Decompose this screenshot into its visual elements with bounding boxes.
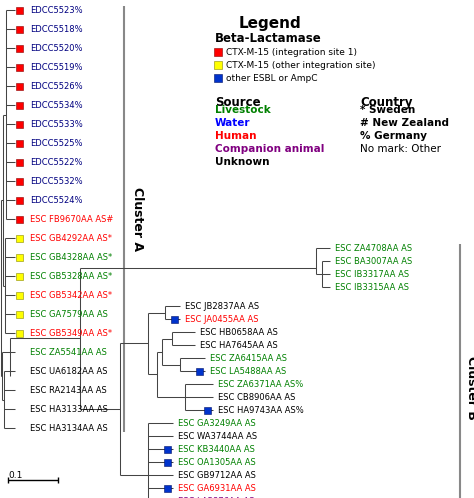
Text: ESC ZA5541AA AS: ESC ZA5541AA AS <box>30 348 107 357</box>
Text: EDCC5525%: EDCC5525% <box>30 138 82 147</box>
Bar <box>204 406 211 413</box>
Bar <box>17 139 24 146</box>
Text: ESC JA0455AA AS: ESC JA0455AA AS <box>185 315 258 324</box>
Text: ESC FB9670AA AS#: ESC FB9670AA AS# <box>30 215 113 224</box>
Text: EDCC5518%: EDCC5518% <box>30 24 82 33</box>
Text: Source: Source <box>215 96 261 109</box>
Text: ESC ZA4708AA AS: ESC ZA4708AA AS <box>335 244 412 252</box>
Text: EDCC5524%: EDCC5524% <box>30 196 82 205</box>
Text: ESC HA9743AA AS%: ESC HA9743AA AS% <box>218 405 304 414</box>
Text: ESC GB5328AA AS*: ESC GB5328AA AS* <box>30 271 112 280</box>
Bar <box>214 61 222 69</box>
Bar <box>17 6 24 13</box>
Text: ESC GB4328AA AS*: ESC GB4328AA AS* <box>30 252 112 261</box>
Bar <box>17 291 24 298</box>
Text: EDCC5519%: EDCC5519% <box>30 63 82 72</box>
Text: EDCC5533%: EDCC5533% <box>30 120 83 128</box>
Text: Beta-Lactamase: Beta-Lactamase <box>215 32 322 45</box>
Text: # New Zealand: # New Zealand <box>360 118 449 128</box>
Text: Human: Human <box>215 131 256 141</box>
Text: ESC LA5488AA AS: ESC LA5488AA AS <box>210 367 286 375</box>
Text: EDCC5520%: EDCC5520% <box>30 43 82 52</box>
Bar <box>17 177 24 184</box>
Bar <box>17 235 24 242</box>
Bar <box>214 48 222 56</box>
Text: No mark: Other: No mark: Other <box>360 144 441 154</box>
Bar <box>17 310 24 318</box>
Text: 0.1: 0.1 <box>8 471 22 480</box>
Text: ESC ZA6371AA AS%: ESC ZA6371AA AS% <box>218 379 303 388</box>
Text: Unknown: Unknown <box>215 157 270 167</box>
Text: ESC LA5876AA AS: ESC LA5876AA AS <box>178 497 255 498</box>
Text: ESC ZA6415AA AS: ESC ZA6415AA AS <box>210 354 287 363</box>
Text: ESC HA3133AA AS: ESC HA3133AA AS <box>30 404 108 413</box>
Text: Livestock: Livestock <box>215 105 271 115</box>
Text: ESC GB5342AA AS*: ESC GB5342AA AS* <box>30 290 112 299</box>
Bar <box>164 446 172 453</box>
Text: Cluster B: Cluster B <box>465 356 474 419</box>
Text: ESC OA1305AA AS: ESC OA1305AA AS <box>178 458 256 467</box>
Text: ESC UA6182AA AS: ESC UA6182AA AS <box>30 367 108 375</box>
Text: ESC IB3317AA AS: ESC IB3317AA AS <box>335 269 409 278</box>
Text: Country: Country <box>360 96 412 109</box>
Bar <box>164 485 172 492</box>
Bar <box>17 121 24 127</box>
Bar <box>17 253 24 260</box>
Text: ESC GB4292AA AS*: ESC GB4292AA AS* <box>30 234 112 243</box>
Text: Water: Water <box>215 118 250 128</box>
Text: % Germany: % Germany <box>360 131 427 141</box>
Bar <box>17 197 24 204</box>
Text: EDCC5532%: EDCC5532% <box>30 176 82 185</box>
Bar <box>172 316 179 323</box>
Bar <box>17 330 24 337</box>
Text: ESC CB8906AA AS: ESC CB8906AA AS <box>218 392 295 401</box>
Bar <box>164 459 172 466</box>
Text: ESC RA2143AA AS: ESC RA2143AA AS <box>30 385 107 394</box>
Text: EDCC5534%: EDCC5534% <box>30 101 82 110</box>
Text: ESC GB9712AA AS: ESC GB9712AA AS <box>178 471 256 480</box>
Text: Cluster A: Cluster A <box>131 187 145 251</box>
Text: ESC HB0658AA AS: ESC HB0658AA AS <box>200 328 278 337</box>
Text: Legend: Legend <box>238 16 301 31</box>
Bar <box>197 368 203 374</box>
Text: ESC JB2837AA AS: ESC JB2837AA AS <box>185 301 259 310</box>
Text: Companion animal: Companion animal <box>215 144 324 154</box>
Text: EDCC5523%: EDCC5523% <box>30 5 82 14</box>
Bar <box>17 25 24 32</box>
Bar <box>17 272 24 279</box>
Text: EDCC5522%: EDCC5522% <box>30 157 82 166</box>
Text: ESC HA3134AA AS: ESC HA3134AA AS <box>30 423 108 432</box>
Text: ESC GA3249AA AS: ESC GA3249AA AS <box>178 418 256 427</box>
Text: * Sweden: * Sweden <box>360 105 415 115</box>
Text: ESC GA7579AA AS: ESC GA7579AA AS <box>30 309 108 319</box>
Text: ESC WA3744AA AS: ESC WA3744AA AS <box>178 431 257 441</box>
Text: other ESBL or AmpC: other ESBL or AmpC <box>226 74 318 83</box>
Text: ESC KB3440AA AS: ESC KB3440AA AS <box>178 445 255 454</box>
Bar <box>17 83 24 90</box>
Text: ESC GA6931AA AS: ESC GA6931AA AS <box>178 484 256 493</box>
Text: CTX-M-15 (other integration site): CTX-M-15 (other integration site) <box>226 60 375 70</box>
Bar <box>17 102 24 109</box>
Text: CTX-M-15 (integration site 1): CTX-M-15 (integration site 1) <box>226 47 357 56</box>
Text: ESC BA3007AA AS: ESC BA3007AA AS <box>335 256 412 265</box>
Text: ESC IB3315AA AS: ESC IB3315AA AS <box>335 282 409 291</box>
Bar <box>17 44 24 51</box>
Bar <box>17 216 24 223</box>
Text: ESC HA7645AA AS: ESC HA7645AA AS <box>200 341 278 350</box>
Text: EDCC5526%: EDCC5526% <box>30 82 82 91</box>
Text: ESC GB5349AA AS*: ESC GB5349AA AS* <box>30 329 112 338</box>
Bar <box>17 64 24 71</box>
Bar <box>214 74 222 82</box>
Bar <box>17 158 24 165</box>
